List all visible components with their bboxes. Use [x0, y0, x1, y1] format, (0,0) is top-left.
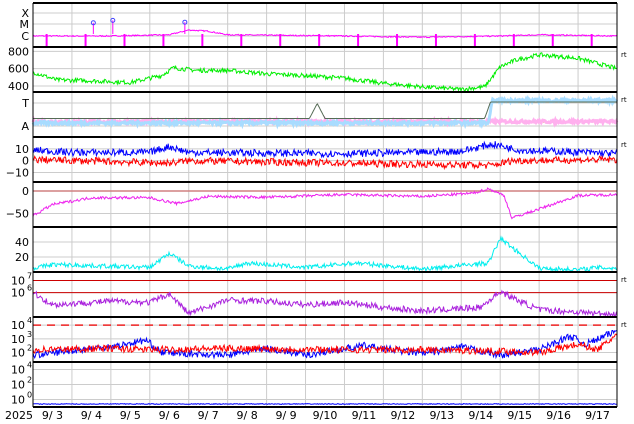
y-tick-label: 10: [11, 275, 25, 288]
x-tick-label: 9/16: [546, 409, 571, 422]
x-tick-label: 9/ 8: [237, 409, 258, 422]
x-tick-label: 9/14: [468, 409, 493, 422]
x-tick-label: 9/11: [352, 409, 377, 422]
y-tick-label: 10: [11, 379, 25, 392]
series-line-temp-alpha: [33, 101, 617, 119]
y-tick-label: 400: [8, 80, 29, 93]
y-tick-label: M: [20, 18, 30, 31]
series-line-imf: [32, 140, 618, 159]
x-tick-label: 9/ 4: [81, 409, 102, 422]
grid-lines: [32, 3, 618, 407]
series-line-electron-flux: [32, 289, 618, 318]
year-label: 2025: [5, 409, 33, 422]
flare-marker: [182, 19, 188, 25]
y-tick-label: 10: [11, 319, 25, 332]
x-tick-label: 9/ 3: [42, 409, 63, 422]
flare-marker: [90, 20, 96, 26]
x-tick-label: 9/ 6: [159, 409, 180, 422]
y-tick-label: 800: [8, 45, 29, 58]
y-tick-label: 600: [8, 63, 29, 76]
series-line-wind-speed: [32, 52, 618, 93]
x-tick-label: 9/15: [507, 409, 532, 422]
panel-frames: [32, 2, 618, 408]
x-tick-label: 9/13: [429, 409, 454, 422]
realtime-label: rt: [621, 276, 627, 284]
realtime-label: rt: [621, 321, 627, 329]
y-tick-label: 40: [15, 236, 29, 249]
y-tick-exponent: 4: [27, 361, 32, 370]
y-tick-exponent: 0: [27, 391, 32, 400]
y-tick-label: 20: [15, 251, 29, 264]
y-tick-label: T: [21, 97, 29, 110]
x-tick-label: 9/ 9: [275, 409, 296, 422]
y-tick-exponent: 2: [27, 376, 32, 385]
series-line-imf: [32, 155, 618, 171]
axis-labels: 9/ 3 9/ 4 9/ 5 9/ 6 9/ 7 9/ 8 9/ 9 9/10 9/11 9/12…: [6, 7, 627, 422]
series-line-temp-alpha: [31, 94, 619, 130]
y-tick-label: 10: [15, 143, 29, 156]
y-tick-exponent: 7: [27, 272, 32, 281]
series-line-neutron: [32, 402, 617, 406]
realtime-label: rt: [621, 51, 627, 59]
y-tick-label: 0: [22, 185, 29, 198]
series-line-ae: [33, 235, 618, 273]
y-tick-label: 10: [11, 394, 25, 407]
y-tick-label: 0: [22, 155, 29, 168]
x-tick-label: 9/ 7: [198, 409, 219, 422]
series-line-xray: [32, 29, 618, 39]
y-tick-label: −10: [6, 167, 29, 180]
x-tick-label: 9/ 5: [120, 409, 141, 422]
series-line-dst: [32, 187, 618, 220]
y-tick-label: 10: [11, 364, 25, 377]
realtime-label: rt: [621, 141, 627, 149]
y-tick-exponent: 4: [27, 316, 32, 325]
y-tick-exponent: 6: [27, 284, 32, 293]
y-tick-label: A: [21, 120, 29, 133]
flare-marker: [110, 17, 116, 23]
y-tick-label: 10: [11, 346, 25, 359]
y-tick-label: C: [21, 30, 29, 43]
series-line-proton-flux: [32, 330, 618, 360]
y-tick-label: X: [21, 7, 29, 20]
realtime-label: rt: [621, 96, 627, 104]
series-line-proton-flux: [32, 333, 618, 357]
x-tick-label: 9/17: [585, 409, 610, 422]
y-tick-exponent: 3: [27, 330, 32, 339]
series-layer: [31, 17, 619, 406]
y-tick-label: 10: [11, 333, 25, 346]
y-tick-exponent: 2: [27, 343, 32, 352]
y-tick-label: 10: [11, 287, 25, 300]
y-tick-label: −50: [6, 208, 29, 221]
x-tick-label: 9/12: [391, 409, 416, 422]
x-tick-label: 9/10: [313, 409, 338, 422]
